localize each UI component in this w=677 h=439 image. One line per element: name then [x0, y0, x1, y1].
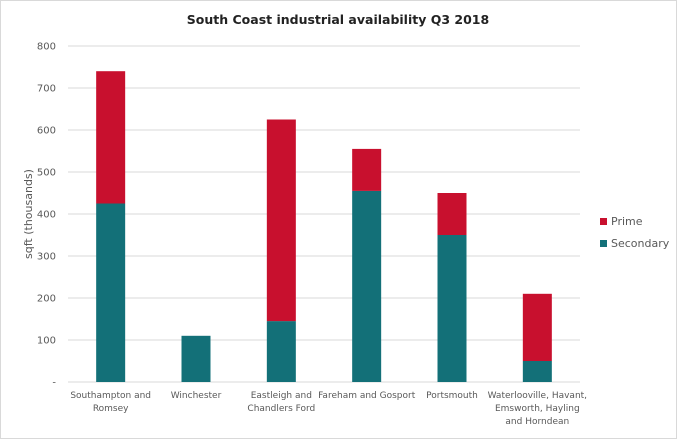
x-category-label: Southampton and [70, 391, 151, 401]
x-category-label: Fareham and Gosport [318, 391, 416, 401]
chart-title: South Coast industrial availability Q3 2… [187, 12, 489, 27]
y-tick-label: 200 [37, 294, 56, 305]
bar-secondary [352, 190, 382, 382]
bar-prime [437, 193, 467, 235]
x-category-label: Winchester [171, 391, 222, 401]
y-tick-label: 700 [37, 84, 56, 95]
x-category-label: Portsmouth [426, 391, 478, 401]
bar-secondary [437, 235, 467, 382]
x-category-label: Emsworth, Hayling [495, 404, 580, 414]
x-category-label: Waterlooville, Havant, [488, 391, 587, 401]
legend-swatch-prime [600, 218, 607, 225]
legend-swatch-secondary [600, 240, 607, 247]
bar-prime [522, 293, 552, 361]
x-category-label: Chandlers Ford [247, 404, 315, 414]
bar-prime [96, 71, 126, 204]
y-tick-label: 300 [37, 252, 56, 263]
x-category-label: Romsey [93, 404, 129, 414]
y-tick-label: 100 [37, 336, 56, 347]
bar-secondary [266, 321, 296, 382]
bar-prime [266, 119, 296, 322]
bar-secondary [181, 335, 211, 382]
legend-label-prime: Prime [611, 215, 643, 228]
bar-secondary [96, 203, 126, 382]
x-category-label: and Horndean [505, 417, 569, 427]
legend-label-secondary: Secondary [611, 237, 670, 250]
y-tick-label: 400 [37, 210, 56, 221]
x-category-label: Eastleigh and [251, 391, 312, 401]
y-tick-label: 600 [37, 126, 56, 137]
bar-secondary [522, 361, 552, 382]
y-tick-label: - [52, 378, 56, 389]
y-tick-label: 500 [37, 168, 56, 179]
y-tick-label: 800 [37, 42, 56, 53]
bar-prime [352, 148, 382, 191]
y-axis-title: sqft (thousands) [22, 169, 35, 259]
